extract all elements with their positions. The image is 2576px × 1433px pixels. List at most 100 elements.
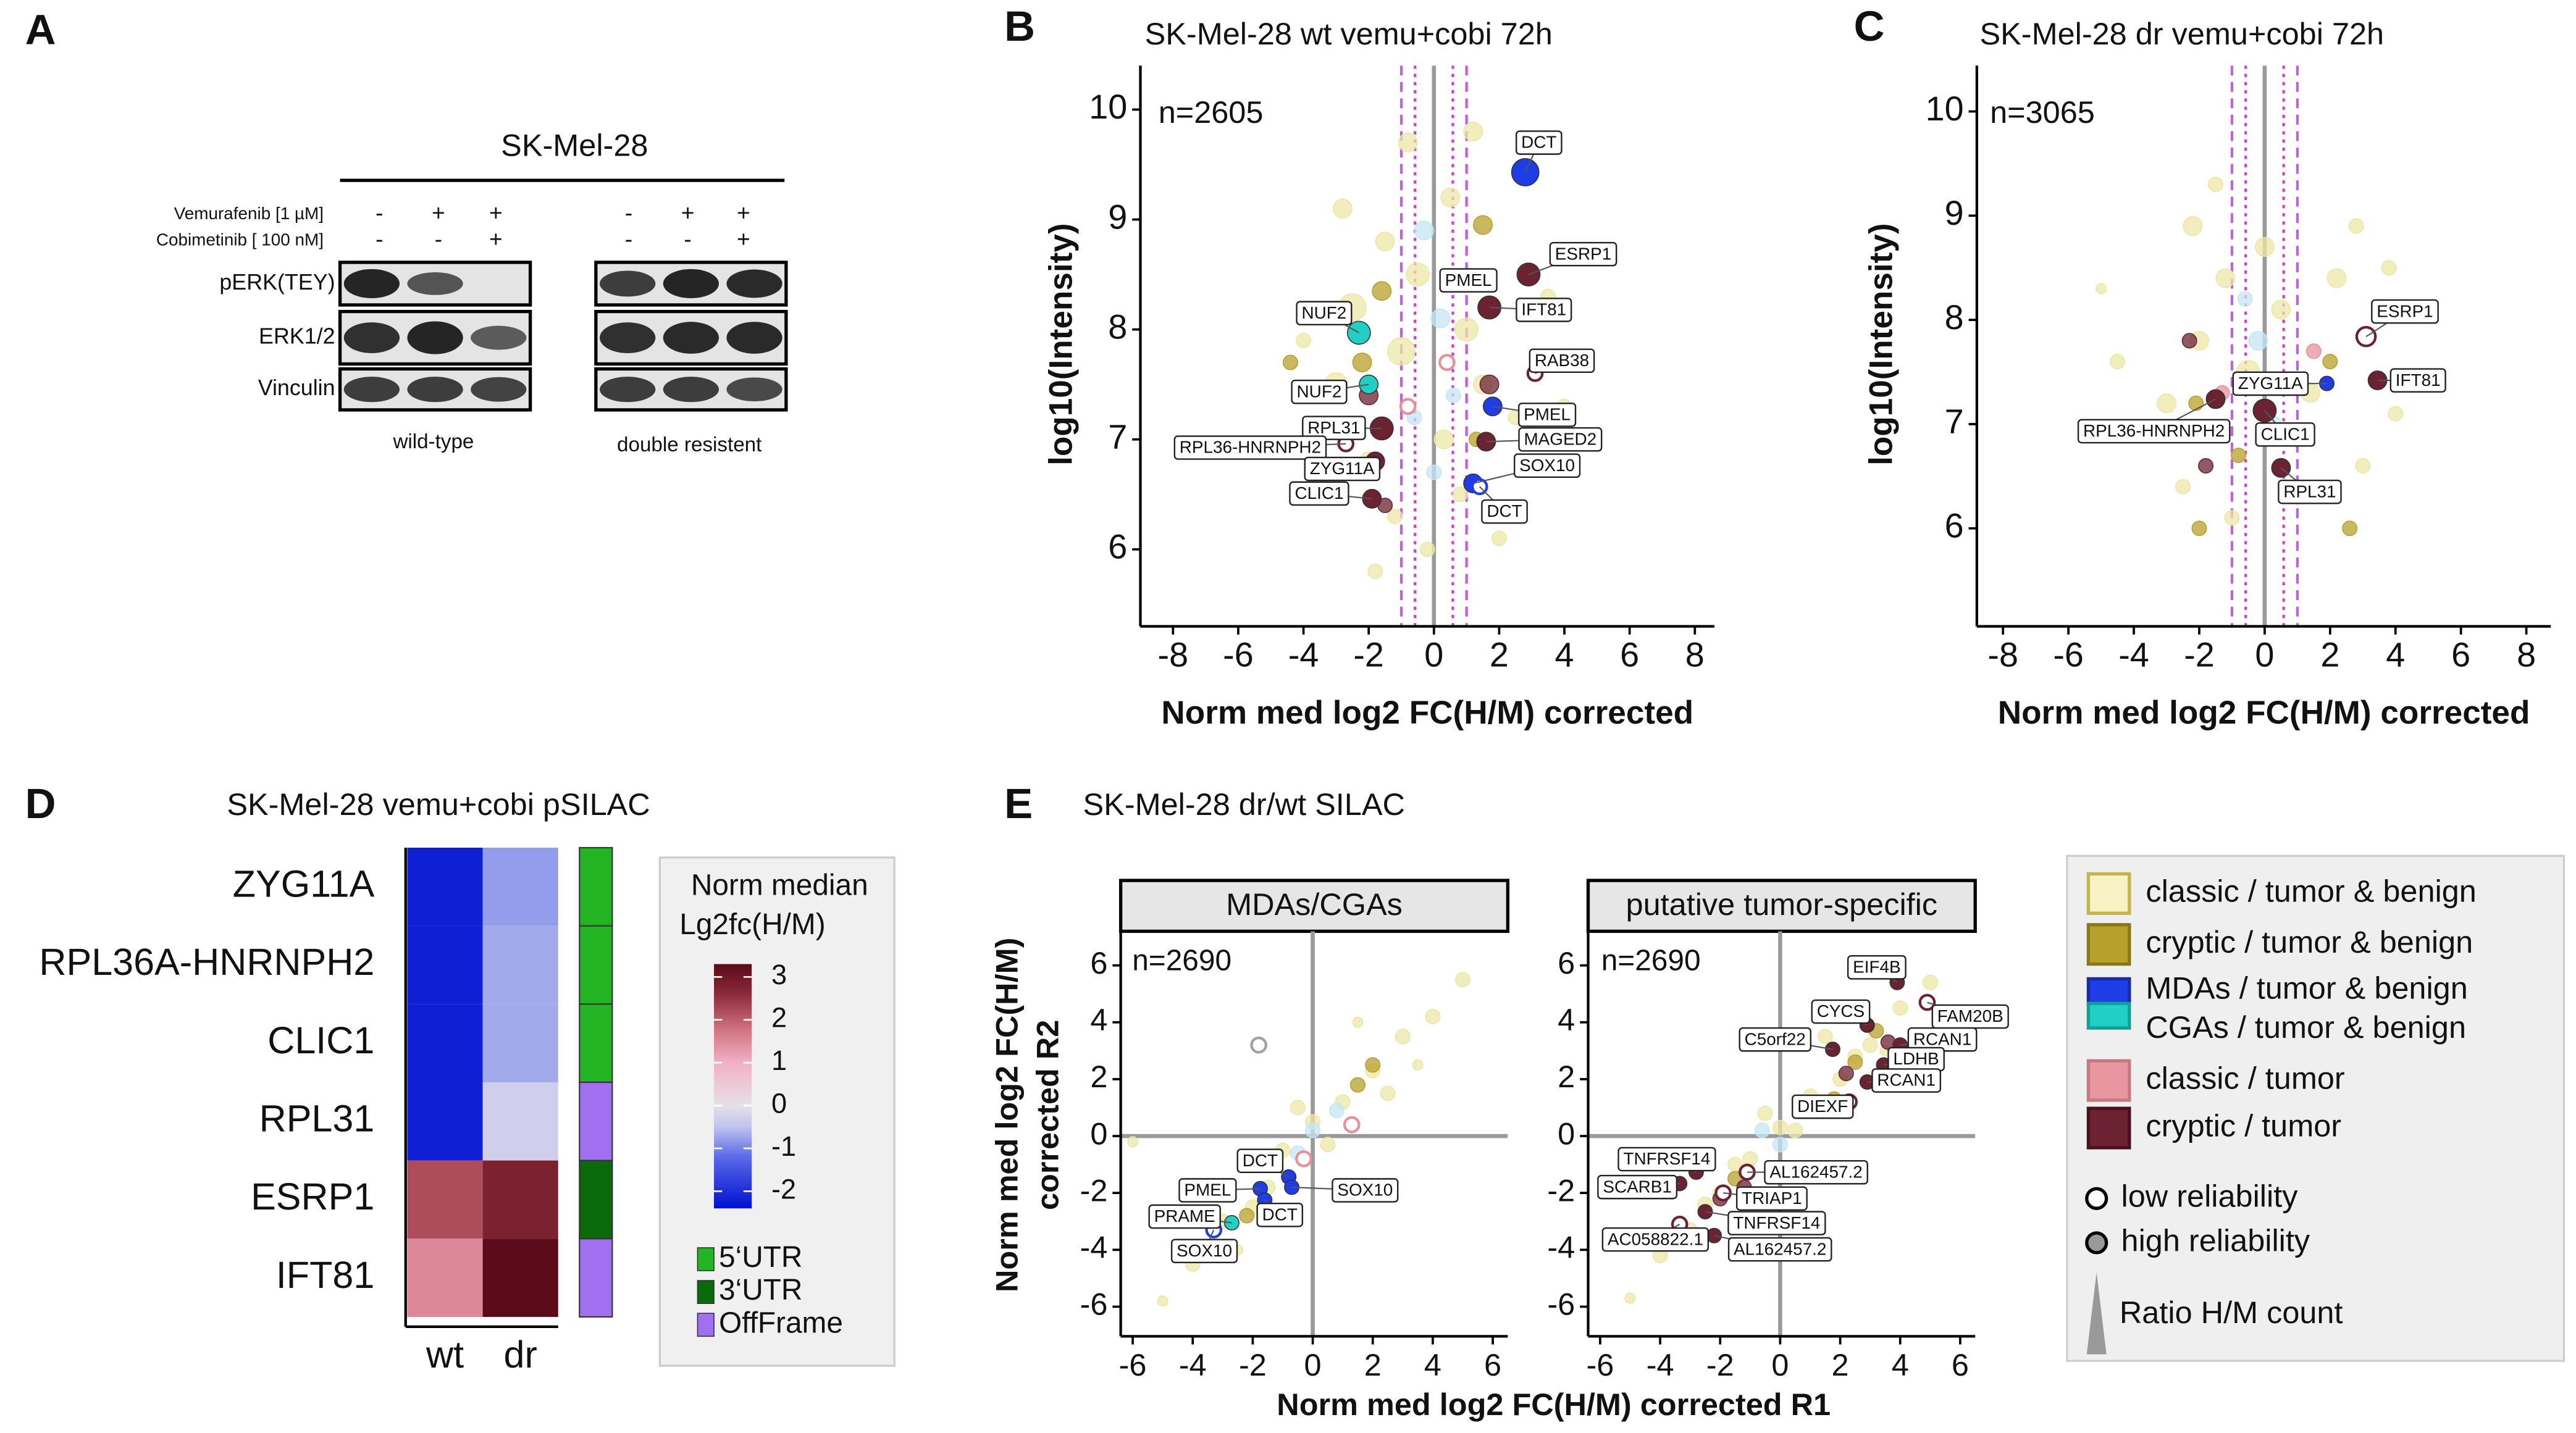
data-point [1757, 1105, 1773, 1121]
x-tick-label: 6 [2451, 636, 2470, 674]
label-box [2278, 479, 2342, 504]
colorbar-tick-label: 0 [771, 1087, 787, 1119]
point-label: TRIAP1 [1742, 1189, 1802, 1208]
data-point [1398, 132, 1418, 152]
panel-letter: C [1854, 2, 1885, 50]
treatment-sign: - [375, 200, 383, 226]
panel-letter: E [1004, 779, 1033, 827]
data-point [2348, 218, 2364, 234]
data-point [1787, 1122, 1803, 1138]
data-point [1742, 1151, 1758, 1167]
panel-title: SK-Mel-28 dr/wt SILAC [1083, 787, 1405, 822]
y-axis-title: log10(Intensity) [1043, 223, 1080, 465]
treatment-label: Cobimetinib [ 100 nM] [156, 230, 324, 249]
data-point [2175, 478, 2191, 495]
x-tick-label: -6 [2053, 636, 2084, 674]
y-tick-label: -4 [1080, 1230, 1108, 1265]
x-tick-label: -2 [1239, 1347, 1267, 1382]
data-point [2205, 389, 2226, 409]
treatment-label: Vemurafenib [1 µM] [174, 204, 324, 223]
heatmap-cell [407, 847, 483, 926]
data-point [2224, 510, 2240, 526]
label-box [2077, 419, 2231, 444]
sample-size: n=3065 [1990, 94, 2095, 130]
panel-title: SK-Mel-28 vemu+cobi pSILAC [227, 787, 650, 822]
colorbar-tick-label: -1 [771, 1130, 796, 1162]
y-tick-label: 0 [1558, 1116, 1575, 1151]
x-tick-label: -2 [2184, 636, 2215, 674]
data-point [1295, 1150, 1312, 1168]
label-box [1513, 453, 1581, 478]
point-label: AL162457.2 [1734, 1239, 1826, 1258]
column-label: wt [426, 1334, 464, 1376]
label-box [1178, 1178, 1237, 1203]
data-point [1425, 1009, 1441, 1025]
annotation-cell [579, 1081, 613, 1161]
point-label: PMEL [1445, 270, 1492, 290]
colorbar-title: Lg2fc(H/M) [679, 908, 825, 941]
data-point [1892, 1000, 1908, 1016]
data-point [1305, 1122, 1321, 1138]
blot-row-label: Vinculin [258, 375, 335, 400]
legend-swatch [2086, 1059, 2131, 1102]
x-tick-label: 6 [1484, 1347, 1501, 1382]
legend-label: CGAs / tumor & benign [2146, 1009, 2466, 1045]
data-point [1426, 464, 1442, 480]
point-label: PMEL [1184, 1180, 1231, 1200]
x-tick-label: 6 [1952, 1347, 1969, 1382]
point-label: NUF2 [1297, 382, 1342, 401]
data-point [2326, 268, 2347, 288]
label-box [1735, 1186, 1808, 1211]
point-label: SOX10 [1337, 1180, 1393, 1200]
legend-label: classic / tumor & benign [2146, 874, 2476, 909]
data-point [1463, 122, 1483, 142]
data-point [2355, 457, 2371, 474]
column-label: dr [504, 1334, 537, 1376]
blot-row-label: pERK(TEY) [219, 270, 335, 295]
data-point [1127, 1136, 1139, 1148]
x-tick-label: -6 [1119, 1347, 1147, 1382]
point-label: DIEXF [1797, 1097, 1848, 1116]
treatment-sign: + [737, 226, 750, 252]
blot-band [600, 377, 656, 403]
label-box [1517, 403, 1577, 427]
row-label: ZYG11A [233, 863, 375, 905]
point-label: CLIC1 [2261, 424, 2310, 443]
facet-strip-label: MDAs/CGAs [1226, 887, 1403, 922]
data-point [1433, 429, 1454, 449]
annotation-legend-swatch [697, 1280, 715, 1305]
data-point [2271, 299, 2291, 320]
data-point [1352, 353, 1372, 372]
blot-title: SK-Mel-28 [501, 127, 648, 162]
label-box [1304, 456, 1381, 482]
blot-band [343, 322, 400, 354]
row-label: IFT81 [276, 1254, 374, 1296]
legend-label: Ratio H/M count [2120, 1295, 2343, 1330]
y-tick-label: 6 [1945, 506, 1964, 545]
data-point [1349, 1077, 1366, 1093]
data-point [1838, 1066, 1854, 1082]
legend-swatch [2086, 923, 2131, 966]
legend-size-wedge [2086, 1272, 2107, 1355]
blot-group-label: double resistent [617, 433, 761, 456]
x-tick-label: -4 [1179, 1347, 1207, 1382]
data-point [1754, 1122, 1770, 1138]
x-tick-label: -4 [1288, 636, 1319, 674]
x-axis-title: Norm med log2 FC(H/M) corrected [1161, 695, 1693, 731]
data-point [1375, 232, 1395, 252]
point-label: RCAN1 [1877, 1071, 1935, 1090]
treatment-sign: + [737, 200, 750, 226]
annotation-legend-label: OffFrame [719, 1306, 843, 1339]
data-point [1320, 1137, 1336, 1153]
heatmap-cell [407, 925, 483, 1005]
treatment-sign: + [432, 200, 445, 226]
data-point [1387, 508, 1403, 524]
blot-band [471, 325, 527, 350]
heatmap-cell [482, 1004, 558, 1082]
x-tick-label: -2 [1706, 1347, 1734, 1382]
x-tick-label: 4 [1555, 636, 1574, 674]
data-point [1372, 281, 1392, 301]
x-tick-label: 8 [2517, 636, 2536, 674]
label-box [1302, 416, 1366, 440]
